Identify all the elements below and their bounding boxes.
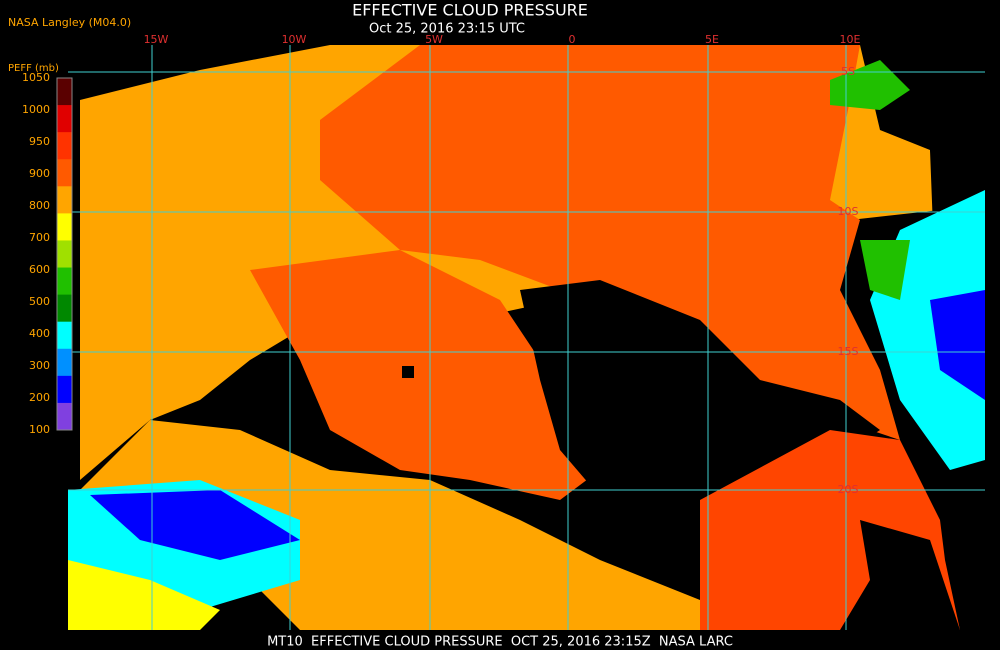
colorbar-swatch [57, 186, 72, 214]
cloud-red-orange-center [250, 250, 600, 500]
colorbar-tick-label: 500 [29, 295, 50, 308]
latitude-label: 20S [838, 483, 859, 496]
colorbar-frame [56, 77, 73, 431]
colorbar-swatch [57, 294, 72, 323]
longitude-label: 5E [705, 33, 719, 46]
title: EFFECTIVE CLOUD PRESSURE [352, 1, 588, 20]
colorbar-tick-label: 100 [29, 423, 50, 436]
graticule [68, 45, 985, 630]
source-label: NASA Langley (M04.0) [8, 16, 131, 29]
legend-label: PEFF (mb) [8, 63, 59, 74]
longitude-label: 15W [144, 33, 169, 46]
data-gap [402, 366, 414, 378]
longitude-label: 10W [282, 33, 307, 46]
colorbar-swatch [57, 240, 72, 269]
cloud-yellow-southwest [68, 560, 220, 630]
cloud-orange-south [70, 420, 700, 630]
colorbar-swatch [57, 213, 72, 241]
colorbar-tick-label: 200 [29, 391, 50, 404]
colorbar-swatch [57, 348, 72, 377]
footer: MT10 EFFECTIVE CLOUD PRESSURE OCT 25, 20… [267, 635, 733, 650]
subtitle: Oct 25, 2016 23:15 UTC [369, 22, 525, 37]
longitude-label: 10E [840, 33, 861, 46]
colorbar-swatch [57, 105, 72, 133]
colorbar-tick-label: 300 [29, 359, 50, 372]
cloud-blue-southwest [90, 490, 300, 560]
map-image [68, 45, 985, 630]
colorbar-swatch [57, 159, 72, 187]
cloud-red-orange [320, 45, 900, 440]
colorbar-swatch [57, 267, 72, 296]
cloud-blue [930, 290, 985, 400]
colorbar-swatch [57, 402, 72, 431]
colorbar-tick-label: 800 [29, 199, 50, 212]
colorbar-tick-label: 1050 [22, 71, 50, 84]
cloud-green [860, 240, 910, 300]
latitude-label: 5S [841, 65, 855, 78]
colorbar-swatch [57, 321, 72, 350]
longitude-label: 0 [569, 33, 576, 46]
colorbar-swatch [57, 78, 72, 106]
colorbar-tick-label: 950 [29, 135, 50, 148]
colorbar-swatch [57, 132, 72, 160]
longitude-label: 5W [425, 33, 443, 46]
colorbar-tick-label: 1000 [22, 103, 50, 116]
clear-southeast [840, 520, 960, 630]
colorbar-tick-label: 600 [29, 263, 50, 276]
colorbar-tick-label: 400 [29, 327, 50, 340]
colorbar-swatch [57, 375, 72, 404]
colorbar-tick-label: 900 [29, 167, 50, 180]
latitude-label: 10S [838, 205, 859, 218]
latitude-label: 15S [838, 345, 859, 358]
colorbar-tick-label: 700 [29, 231, 50, 244]
